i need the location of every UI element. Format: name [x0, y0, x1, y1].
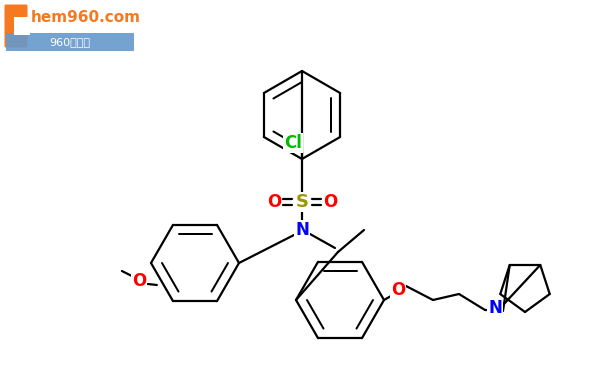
Text: O: O: [132, 272, 146, 290]
Text: hem960.com: hem960.com: [31, 9, 141, 24]
Text: N: N: [295, 221, 309, 239]
Text: O: O: [391, 281, 405, 299]
Text: O: O: [323, 193, 337, 211]
Text: 960化工网: 960化工网: [50, 37, 91, 47]
FancyBboxPatch shape: [14, 17, 30, 35]
Text: N: N: [488, 299, 502, 317]
Text: Cl: Cl: [284, 134, 302, 152]
Text: O: O: [267, 193, 281, 211]
Text: S: S: [295, 193, 309, 211]
FancyBboxPatch shape: [4, 4, 27, 48]
FancyBboxPatch shape: [6, 33, 134, 51]
